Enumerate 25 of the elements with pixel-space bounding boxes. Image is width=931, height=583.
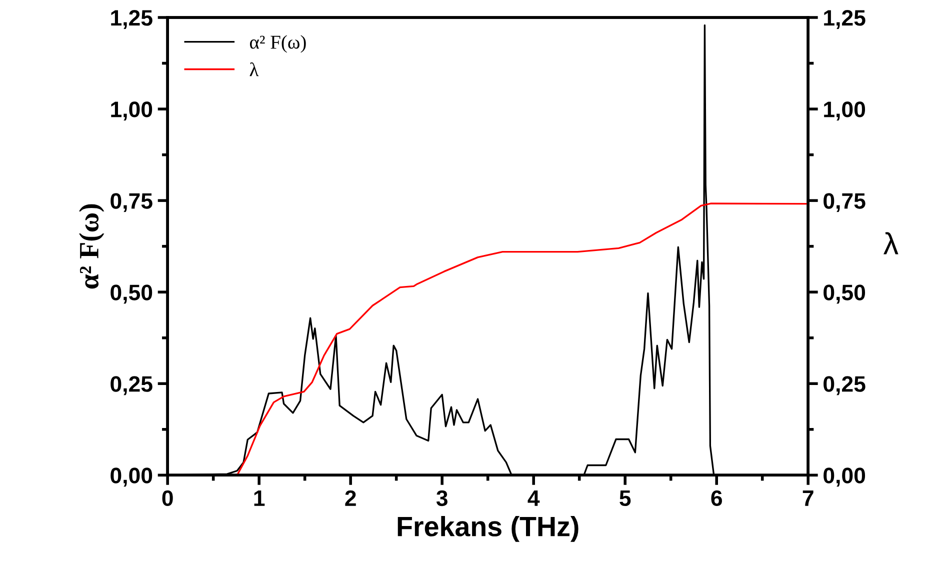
y2-axis-title: λ xyxy=(884,232,898,254)
y2-tick-label: 0,75 xyxy=(824,193,866,212)
y-tick-label: 0,25 xyxy=(110,376,152,396)
y2-tick-label: 0,00 xyxy=(824,468,866,487)
x-tick-label: 5 xyxy=(620,490,631,506)
y2-tick-label: 1,00 xyxy=(824,102,866,121)
x-tick-label: 7 xyxy=(802,490,814,506)
y-tick-label: 0,50 xyxy=(110,284,152,304)
y-axis-title: α² F(ω) xyxy=(79,204,104,289)
x-tick-label: 0 xyxy=(162,490,173,506)
y2-tick-label: 0,50 xyxy=(824,284,866,304)
y-tick-label: 0,75 xyxy=(110,193,152,212)
x-tick-label: 4 xyxy=(528,490,540,506)
x-tick-label: 1 xyxy=(254,490,265,506)
legend-label: α² F(ω) xyxy=(250,35,306,53)
y2-tick-label: 0,25 xyxy=(824,376,866,396)
x-axis-title: Frekans (THz) xyxy=(398,516,578,542)
y-tick-label: 1,00 xyxy=(111,102,152,121)
y2-tick-label: 1,25 xyxy=(824,10,866,29)
x-tick-label: 6 xyxy=(711,490,722,506)
y-tick-label: 0,00 xyxy=(110,468,152,487)
y-tick-label: 1,25 xyxy=(111,10,152,29)
x-tick-label: 2 xyxy=(345,490,356,506)
legend-label: λ xyxy=(250,62,259,76)
x-tick-label: 3 xyxy=(436,490,448,506)
